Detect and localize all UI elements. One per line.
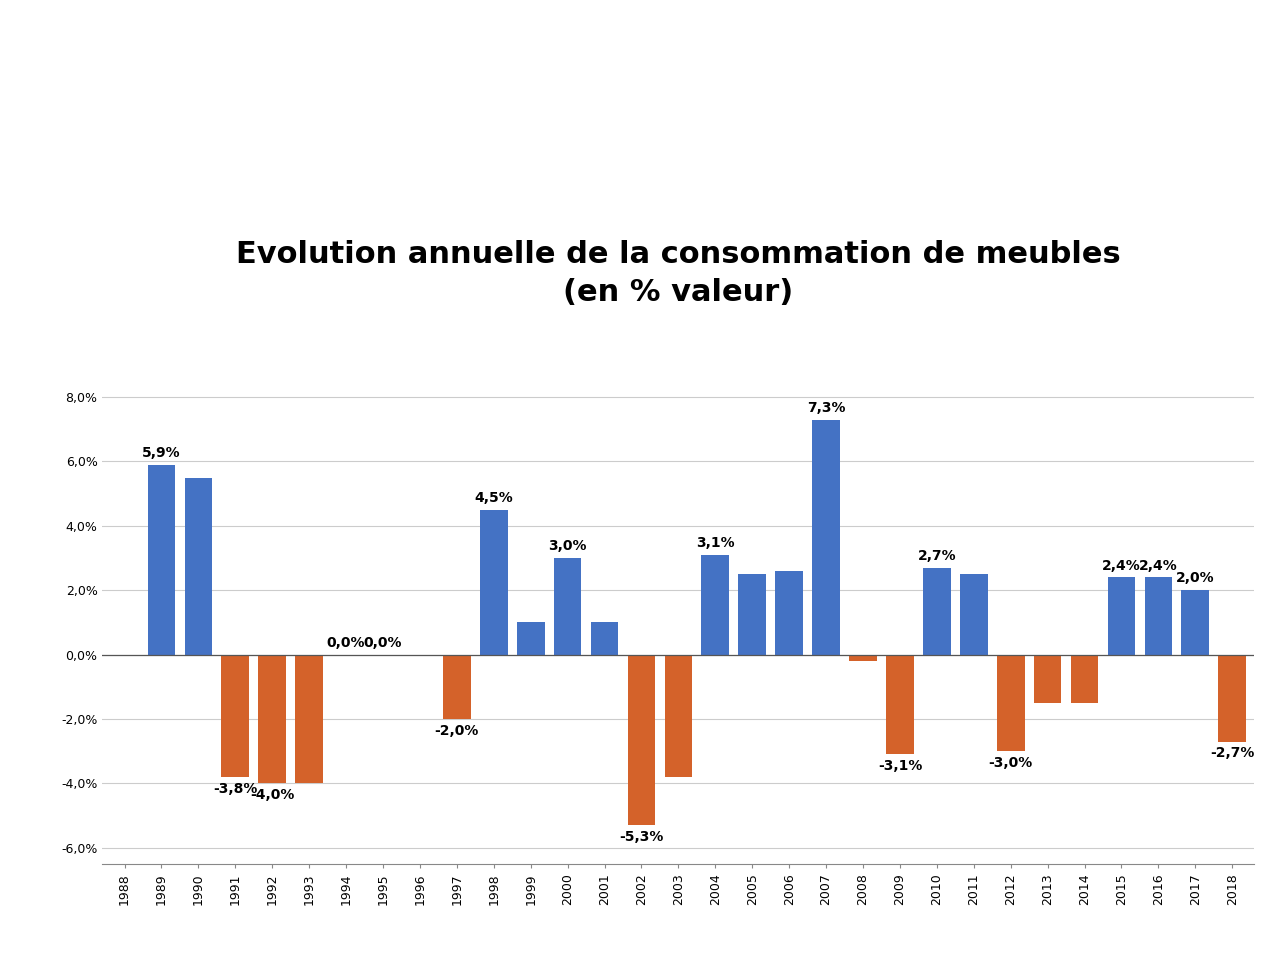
Text: 2,4%: 2,4% — [1102, 559, 1140, 572]
Text: 3,0%: 3,0% — [548, 540, 588, 553]
Text: 4,5%: 4,5% — [475, 491, 513, 505]
Text: 3,1%: 3,1% — [696, 536, 735, 550]
Text: 0,0%: 0,0% — [326, 636, 365, 650]
Bar — [590, 622, 618, 655]
Bar — [1107, 577, 1135, 655]
Text: Evolution annuelle de la consommation de meubles: Evolution annuelle de la consommation de… — [236, 240, 1121, 269]
Bar — [701, 555, 730, 655]
Bar — [184, 477, 212, 655]
Bar — [517, 622, 544, 655]
Bar — [923, 567, 951, 655]
Bar — [960, 574, 988, 655]
Bar — [664, 655, 692, 777]
Bar — [1219, 655, 1247, 742]
Bar — [997, 655, 1024, 752]
Bar — [739, 574, 767, 655]
Bar — [221, 655, 250, 777]
Bar — [886, 655, 914, 755]
Text: 0,0%: 0,0% — [364, 636, 402, 650]
Bar — [1070, 655, 1098, 703]
Text: (en % valeur): (en % valeur) — [563, 278, 794, 307]
Bar — [296, 655, 323, 783]
Text: 2,7%: 2,7% — [918, 549, 956, 563]
Bar — [1144, 577, 1172, 655]
Text: -3,0%: -3,0% — [988, 756, 1033, 770]
Text: -2,7%: -2,7% — [1210, 747, 1254, 760]
Text: -4,0%: -4,0% — [250, 788, 294, 803]
Bar — [813, 420, 840, 655]
Text: -5,3%: -5,3% — [620, 830, 663, 844]
Text: -2,0%: -2,0% — [435, 724, 479, 738]
Text: 5,9%: 5,9% — [142, 445, 180, 460]
Bar — [1034, 655, 1061, 703]
Text: -3,1%: -3,1% — [878, 759, 922, 774]
Bar — [849, 655, 877, 661]
Text: -3,8%: -3,8% — [214, 781, 257, 796]
Bar — [776, 571, 803, 655]
Text: 7,3%: 7,3% — [806, 400, 845, 415]
Bar — [259, 655, 287, 783]
Bar — [147, 465, 175, 655]
Bar — [1181, 590, 1210, 655]
Bar — [627, 655, 655, 826]
Text: 2,0%: 2,0% — [1176, 571, 1215, 586]
Bar — [554, 558, 581, 655]
Bar — [480, 510, 508, 655]
Bar — [443, 655, 471, 719]
Text: 2,4%: 2,4% — [1139, 559, 1178, 572]
